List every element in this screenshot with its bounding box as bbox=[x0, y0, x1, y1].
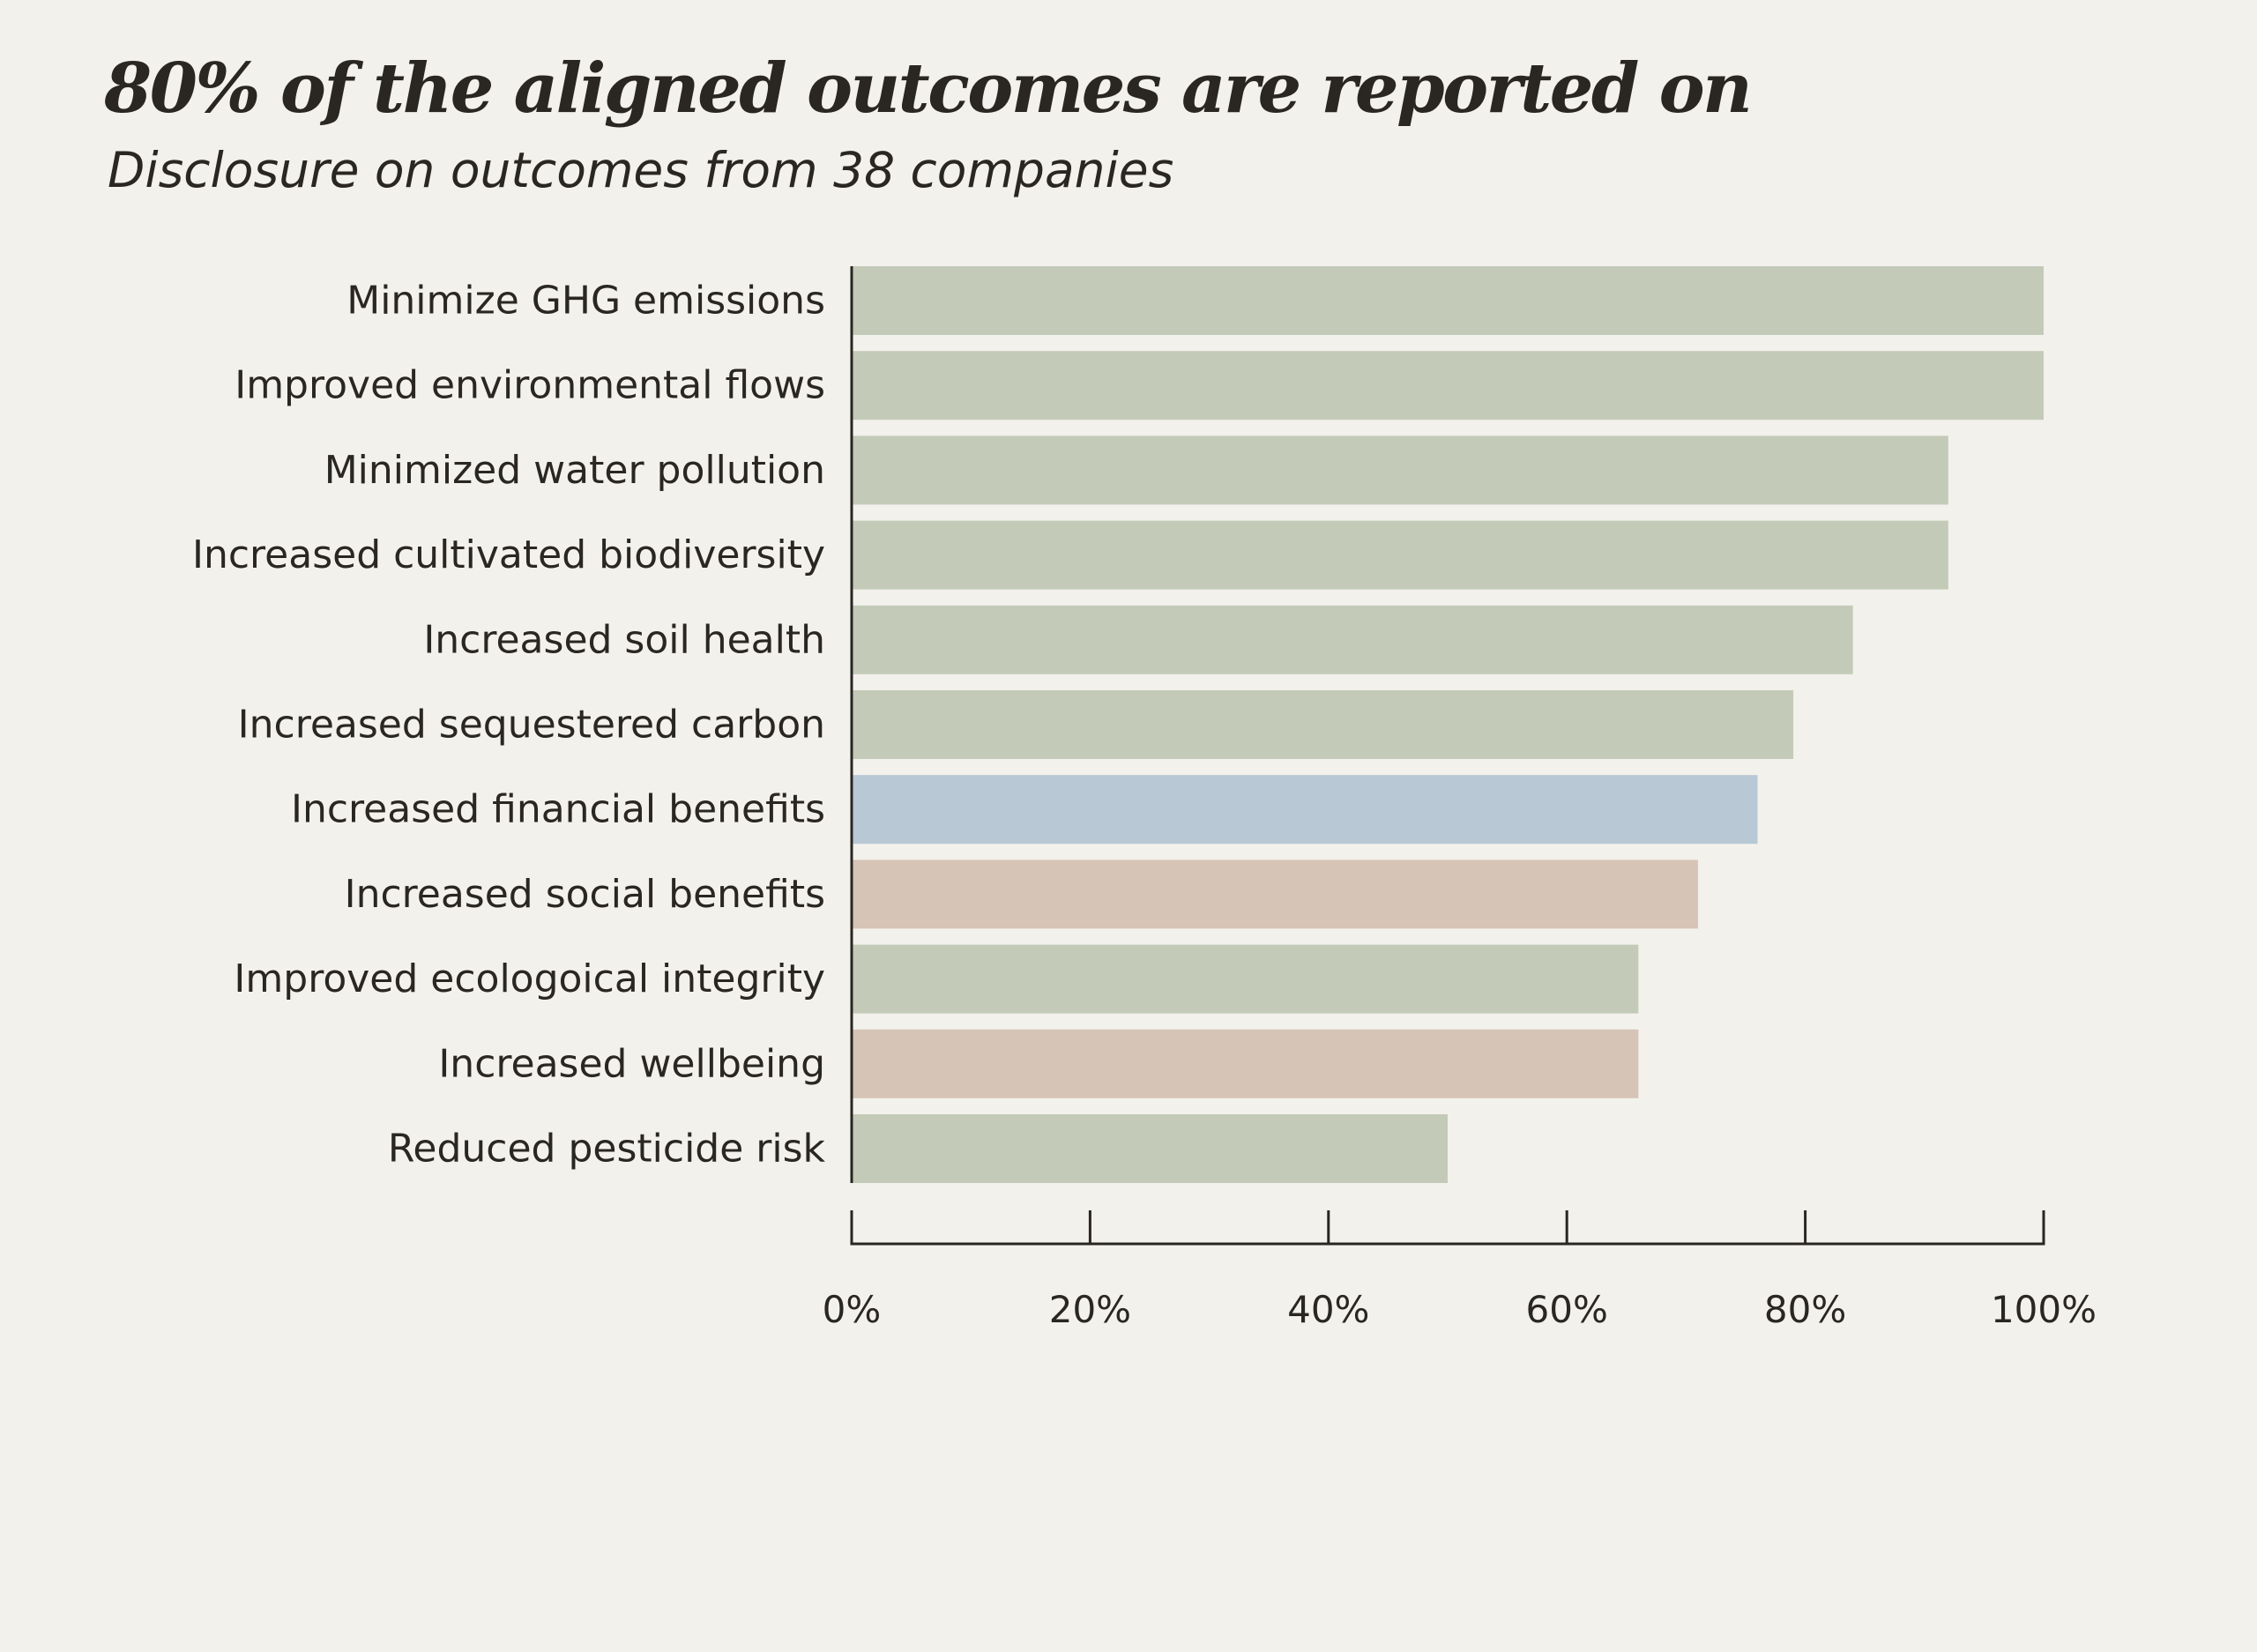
category-label-9: Improved ecologoical integrity bbox=[234, 956, 825, 1001]
x-tick-label-60: 60% bbox=[1526, 1288, 1608, 1331]
category-label-5: Increased soil health bbox=[423, 617, 825, 662]
category-label-2: Improved environmental flows bbox=[235, 363, 825, 408]
bar-6 bbox=[852, 690, 1794, 759]
x-tick-label-40: 40% bbox=[1287, 1288, 1369, 1331]
category-label-6: Increased sequestered carbon bbox=[238, 703, 825, 748]
category-label-11: Reduced pesticide risk bbox=[388, 1127, 826, 1172]
x-axis: 0% 20% 40% 60% 80% 100% bbox=[823, 266, 2097, 1331]
bar-1 bbox=[852, 266, 2044, 335]
bar-7 bbox=[852, 775, 1758, 845]
x-tick-label-100: 100% bbox=[1991, 1288, 2097, 1331]
category-label-3: Minimized water pollution bbox=[324, 448, 825, 493]
x-tick-label-20: 20% bbox=[1049, 1288, 1131, 1331]
bars-group bbox=[852, 266, 2044, 1183]
category-labels-group: Minimize GHG emissions Improved environme… bbox=[192, 279, 826, 1172]
category-label-4: Increased cultivated biodiversity bbox=[192, 532, 825, 577]
category-label-10: Increased wellbeing bbox=[438, 1041, 825, 1086]
category-label-1: Minimize GHG emissions bbox=[346, 279, 825, 324]
bar-9 bbox=[852, 944, 1639, 1014]
bar-3 bbox=[852, 435, 1948, 505]
bar-8 bbox=[852, 859, 1698, 929]
bar-2 bbox=[852, 351, 2044, 420]
bar-4 bbox=[852, 520, 1948, 590]
chart-subtitle: Disclosure on outcomes from 38 companies bbox=[108, 142, 1174, 198]
category-label-8: Increased social benefits bbox=[345, 872, 825, 917]
x-tick-label-80: 80% bbox=[1764, 1288, 1846, 1331]
bar-5 bbox=[852, 605, 1853, 674]
chart-title: 80% of the aligned outcomes are reported… bbox=[104, 48, 1753, 129]
bar-10 bbox=[852, 1029, 1639, 1098]
x-tick-label-0: 0% bbox=[823, 1288, 882, 1331]
category-label-7: Increased financial benefits bbox=[291, 787, 825, 832]
bar-11 bbox=[852, 1114, 1448, 1183]
